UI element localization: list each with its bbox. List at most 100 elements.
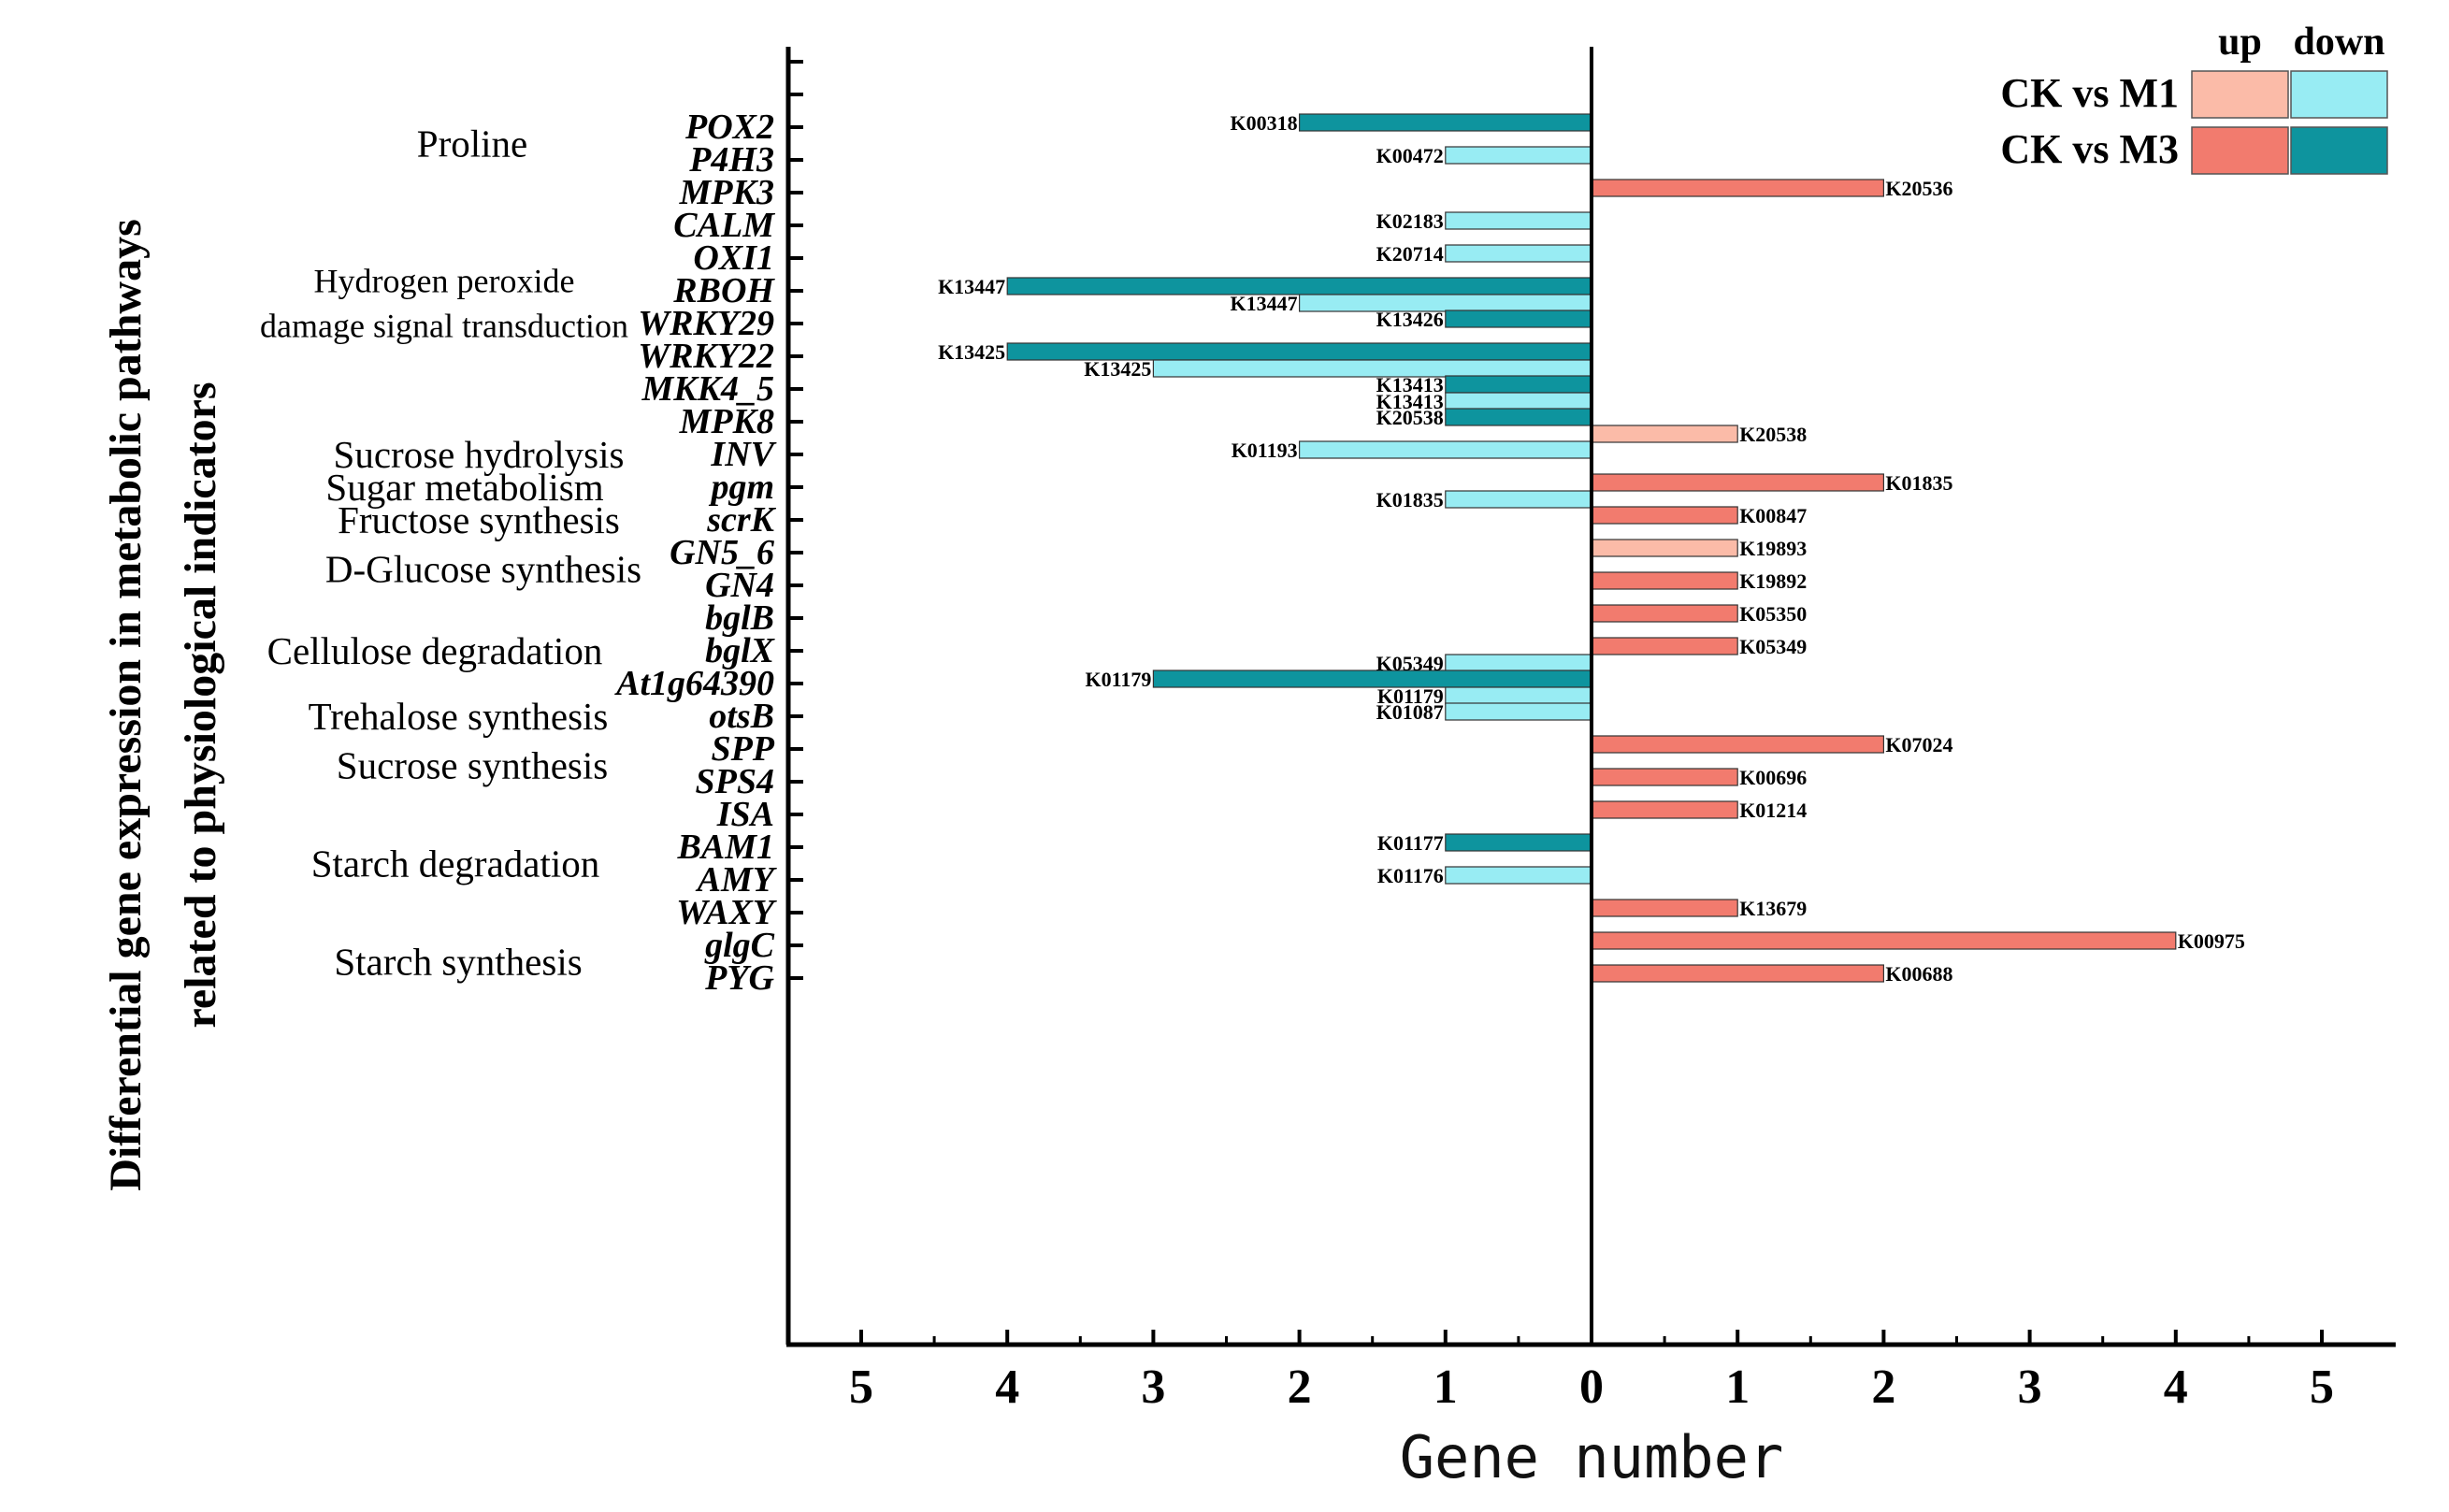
gene-label-otsb: otsB <box>709 697 774 736</box>
bar-glgc-m3-up <box>1591 931 2177 950</box>
x-tick-label: 4 <box>2164 1361 2188 1414</box>
bar-label-oxi1-m1-down: K20714 <box>1376 242 1444 266</box>
bar-gn5-6-m1-up <box>1591 539 1738 557</box>
bar-gn4-m3-up <box>1591 571 1738 590</box>
bar-label-inv-m1-down: K01193 <box>1232 439 1298 462</box>
x-axis-title: Gene number <box>1400 1423 1784 1491</box>
bar-pox2-m3-down <box>1298 113 1592 132</box>
gene-label-waxy: WAXY <box>676 893 778 932</box>
bar-amy-m1-down <box>1445 866 1592 885</box>
pathway-label-starch-synthesis: Starch synthesis <box>334 941 582 984</box>
legend-label-ck-vs-m3: CK vs M3 <box>2000 126 2179 172</box>
legend-swatch-m3-down <box>2290 126 2388 175</box>
pathway-label-damage-signal-transduction: damage signal transduction <box>260 308 628 345</box>
bar-label-gn5-6-m1-up: K19893 <box>1739 537 1807 560</box>
gene-label-calm: CALM <box>673 206 775 245</box>
x-tick-label: 0 <box>1579 1361 1604 1414</box>
x-tick-label: 1 <box>1725 1361 1750 1414</box>
gene-label-scrk: scrK <box>706 500 776 540</box>
bar-label-pox2-m3-down: K00318 <box>1230 111 1297 135</box>
pathway-label-cellulose-degradation: Cellulose degradation <box>267 629 603 672</box>
bar-label-pyg-m3-up: K00688 <box>1885 962 1952 986</box>
bar-wrky22-m1-down <box>1152 359 1592 378</box>
bar-label-mkk4-5-m3-down: K13413 <box>1376 373 1444 396</box>
bar-pgm-m1-down <box>1445 490 1592 509</box>
pathway-label-trehalose-synthesis: Trehalose synthesis <box>309 695 609 738</box>
bar-label-at1g64390-m3-down: K01179 <box>1085 668 1151 691</box>
bar-label-mpk3-m3-up: K20536 <box>1885 177 1952 200</box>
y-axis-title: Differential gene expression in metaboli… <box>101 219 225 1191</box>
bar-label-rboh-m3-down: K13447 <box>938 275 1005 298</box>
x-tick-label: 3 <box>1141 1361 1165 1414</box>
gene-label-pyg: PYG <box>704 958 774 998</box>
gene-label-gn5-6: GN5_6 <box>670 533 774 572</box>
gene-label-at1g64390: At1g64390 <box>614 664 774 703</box>
bar-mpk8-m3-down <box>1445 408 1592 426</box>
gene-label-bglx: bglX <box>705 631 776 670</box>
bar-label-wrky22-m3-down: K13425 <box>938 340 1005 364</box>
bar-oxi1-m1-down <box>1445 244 1592 263</box>
bar-bglb-m3-up <box>1591 604 1738 623</box>
gene-label-inv: INV <box>710 435 776 474</box>
bar-labels: K00318 K00472 K20536 K02183 K20714 K13447 K134… <box>938 111 2245 986</box>
bar-sps4-m3-up <box>1591 768 1738 786</box>
bar-label-bglx-m3-up: K05349 <box>1739 635 1807 658</box>
pathway-label-d-glucose-synthesis: D-Glucose synthesis <box>325 548 641 591</box>
bar-label-mpk8-m3-down: K20538 <box>1376 406 1444 429</box>
bar-mpk8-m1-up <box>1591 425 1738 443</box>
gene-label-sps4: SPS4 <box>696 762 774 801</box>
legend-header-up: up <box>2218 21 2262 64</box>
bar-label-amy-m1-down: K01176 <box>1377 864 1444 887</box>
bar-label-wrky22-m1-down: K13425 <box>1084 357 1151 381</box>
bar-mpk3-m3-up <box>1591 179 1884 197</box>
x-tick-label: 5 <box>849 1361 873 1414</box>
gene-label-p4h3: P4H3 <box>688 140 774 180</box>
x-tick-label: 3 <box>2018 1361 2042 1414</box>
bar-label-mkk4-5-m1-down: K13413 <box>1376 390 1444 413</box>
gene-labels: POX2P4H3MPK3CALMOXI1RBOHWRKY29WRKY22MKK4… <box>614 108 778 998</box>
pathway-label-sucrose-synthesis: Sucrose synthesis <box>337 744 608 787</box>
bar-label-spp-m3-up: K07024 <box>1885 733 1952 756</box>
bar-p4h3-m1-down <box>1445 146 1592 165</box>
pathway-label-proline: Proline <box>417 122 527 166</box>
bar-bam1-m3-down <box>1445 833 1592 852</box>
legend: up down CK vs M1 CK vs M3 <box>2000 21 2388 175</box>
bar-label-sps4-m3-up: K00696 <box>1739 766 1807 789</box>
bar-pyg-m3-up <box>1591 964 1884 983</box>
pathway-label-sucrose-hydrolysis: Sucrose hydrolysis <box>334 433 625 476</box>
gene-label-wrky22: WRKY22 <box>638 337 774 376</box>
bar-label-pgm-m3-up: K01835 <box>1885 471 1952 495</box>
gene-label-mpk3: MPK3 <box>679 173 774 212</box>
x-tick-label: 2 <box>1871 1361 1895 1414</box>
bar-label-glgc-m3-up: K00975 <box>2178 929 2245 953</box>
bar-spp-m3-up <box>1591 735 1884 754</box>
bar-label-scrk-m3-up: K00847 <box>1739 504 1807 527</box>
bar-isa-m3-up <box>1591 800 1738 819</box>
bar-label-calm-m1-down: K02183 <box>1376 209 1444 233</box>
x-tick-label: 1 <box>1433 1361 1458 1414</box>
legend-header-down: down <box>2293 21 2384 64</box>
bar-label-waxy-m3-up: K13679 <box>1739 897 1807 920</box>
pathway-label-hydrogen-peroxide: Hydrogen peroxide <box>314 263 575 300</box>
bar-mkk4-5-m1-down <box>1445 392 1592 410</box>
bar-rboh-m1-down <box>1298 294 1592 312</box>
bar-label-mpk8-m1-up: K20538 <box>1739 423 1807 446</box>
bar-label-otsb-m1-down: K01087 <box>1376 700 1444 724</box>
bars <box>1006 113 2177 983</box>
x-tick-label: 2 <box>1288 1361 1312 1414</box>
bar-wrky29-m3-down <box>1445 310 1592 328</box>
pathway-label-starch-degradation: Starch degradation <box>311 842 600 886</box>
bar-label-bglb-m3-up: K05350 <box>1739 602 1807 626</box>
bar-mkk4-5-m3-down <box>1445 375 1592 394</box>
gene-label-rboh: RBOH <box>672 271 775 310</box>
gene-label-isa: ISA <box>716 795 774 834</box>
bar-otsb-m1-down <box>1445 702 1592 721</box>
gene-label-pox2: POX2 <box>684 108 774 147</box>
pathway-label-sugar-metabolism: Sugar metabolism <box>325 466 603 509</box>
bar-rboh-m3-down <box>1006 277 1592 295</box>
legend-swatch-m1-down <box>2290 70 2388 119</box>
bar-calm-m1-down <box>1445 211 1592 230</box>
gene-label-bglb: bglB <box>705 598 774 638</box>
